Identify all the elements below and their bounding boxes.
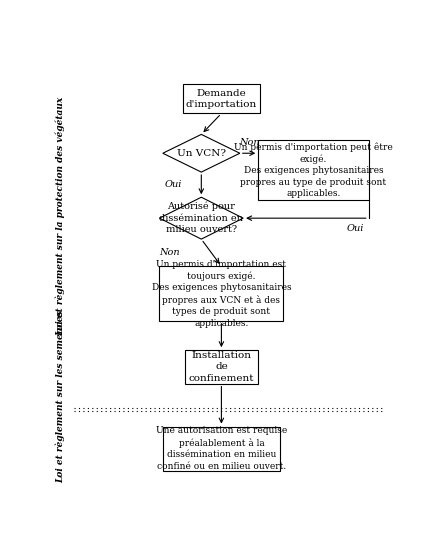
Bar [159,267,283,321]
Text: Autorisé pour
dissémination en
milieu ouvert?: Autorisé pour dissémination en milieu ou… [159,202,243,234]
Text: Loi et règlement sur la protection des végétaux: Loi et règlement sur la protection des v… [55,96,65,336]
Bar [258,140,368,200]
Text: Un permis d'importation peut être
exigé.
Des exigences phytosanitaires
propres a: Un permis d'importation peut être exigé.… [234,142,393,198]
Polygon shape [159,197,243,239]
Text: Un VCN?: Un VCN? [177,149,226,158]
Text: Non: Non [159,248,180,257]
Text: Oui: Oui [164,180,181,189]
Text: Non: Non [239,138,259,147]
Text: Demande
d'importation: Demande d'importation [186,89,257,109]
Bar [183,84,260,114]
Text: Loi et règlement sur les semences: Loi et règlement sur les semences [55,310,65,483]
Bar [184,350,258,384]
Text: Installation
de
confinement: Installation de confinement [189,351,254,383]
Text: Un permis d'importation est
toujours exigé.
Des exigences phytosanitaires
propre: Un permis d'importation est toujours exi… [152,259,291,327]
Text: Une autorisation est requise
préalablement à la
dissémination en milieu
confiné : Une autorisation est requise préalableme… [156,426,287,471]
Polygon shape [163,134,240,172]
Text: Oui: Oui [346,224,364,233]
Bar [163,426,280,471]
